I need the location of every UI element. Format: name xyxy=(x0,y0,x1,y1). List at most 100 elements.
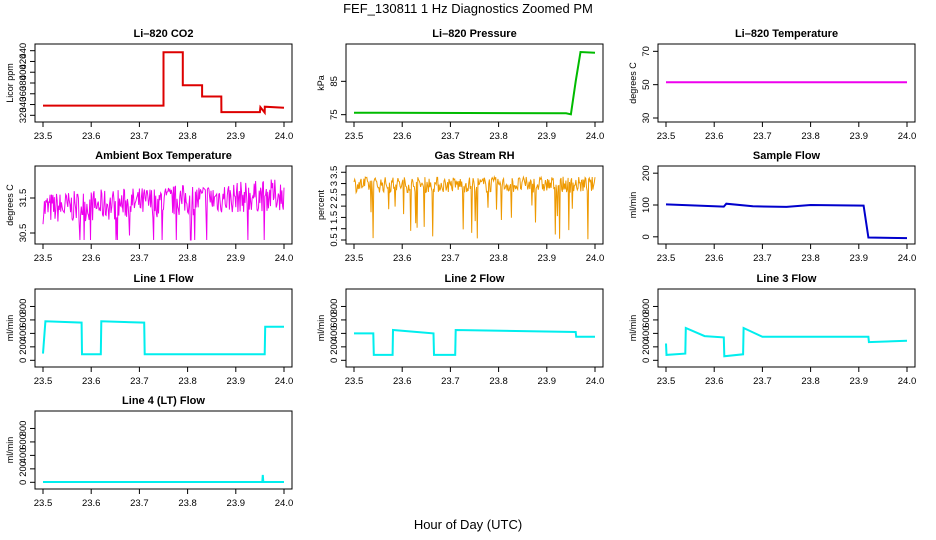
y-tick-label: 85 xyxy=(329,76,340,87)
y-tick-label: 30.5 xyxy=(18,224,29,243)
panel-10: Line 4 (LT) Flow 23.5 23.6 23.7 23.8 23.9 24.0… xyxy=(5,395,293,509)
y-tick-label: 100 xyxy=(641,197,652,213)
x-tick-label: 24.0 xyxy=(586,131,605,142)
y-tick-label: 30 xyxy=(641,113,652,124)
x-tick-label: 23.8 xyxy=(178,131,197,142)
panel-4: Ambient Box Temperature 23.5 23.6 23.7 23.8 2… xyxy=(5,150,293,264)
panel-title: Li–820 CO2 xyxy=(134,28,194,40)
x-tick-label: 23.7 xyxy=(441,376,460,387)
y-tick-label: 200 xyxy=(18,461,29,477)
y-tick-label: 31.5 xyxy=(18,189,29,208)
x-tick-label: 23.5 xyxy=(34,131,53,142)
x-tick-label: 23.9 xyxy=(227,376,246,387)
y-tick-label: 600 xyxy=(18,434,29,450)
panel-title: Sample Flow xyxy=(753,150,821,162)
y-tick-label: 3.5 xyxy=(329,166,340,179)
panel-1: Li–820 CO2 23.5 23.6 23.7 23.8 23.9 24.0 320340… xyxy=(5,28,293,142)
y-tick-label: 200 xyxy=(641,339,652,355)
x-tick-label: 23.7 xyxy=(753,376,772,387)
x-tick-label: 24.0 xyxy=(898,376,917,387)
y-tick-label: 800 xyxy=(329,299,340,315)
x-tick-label: 23.6 xyxy=(82,131,101,142)
x-tick-label: 24.0 xyxy=(275,131,294,142)
x-tick-label: 23.6 xyxy=(393,376,412,387)
y-tick-label: 0 xyxy=(18,358,29,363)
y-tick-label: 800 xyxy=(18,299,29,315)
x-tick-label: 23.7 xyxy=(130,253,149,264)
y-axis-label: degrees C xyxy=(5,184,15,226)
y-axis-label: percent xyxy=(316,189,326,220)
y-tick-label: 400 xyxy=(18,447,29,463)
panel-title: Line 3 Flow xyxy=(757,273,817,285)
x-tick-label: 23.5 xyxy=(345,376,364,387)
x-tick-label: 23.6 xyxy=(82,376,101,387)
y-tick-label: 3 xyxy=(329,181,340,186)
series-line xyxy=(354,328,595,356)
y-tick-label: 1.5 xyxy=(329,211,340,224)
y-tick-label: 2.5 xyxy=(329,188,340,201)
plot-frame xyxy=(345,288,604,368)
x-tick-label: 23.9 xyxy=(227,131,246,142)
x-tick-label: 23.5 xyxy=(34,498,53,509)
series-line xyxy=(353,50,596,116)
y-tick-label: 800 xyxy=(641,299,652,315)
x-tick-label: 23.5 xyxy=(657,131,676,142)
x-tick-label: 23.9 xyxy=(538,131,557,142)
x-tick-label: 23.5 xyxy=(34,376,53,387)
y-tick-label: 0 xyxy=(641,234,652,239)
x-tick-label: 23.7 xyxy=(130,131,149,142)
y-axis-label: ml/min xyxy=(5,315,15,342)
x-tick-label: 23.9 xyxy=(227,253,246,264)
panel-title: Line 4 (LT) Flow xyxy=(122,395,205,407)
panel-6: Sample Flow 23.5 23.6 23.7 23.8 23.9 24.0 0 100 2… xyxy=(628,150,916,264)
plot-frame xyxy=(657,288,916,368)
y-tick-label: 400 xyxy=(641,325,652,341)
x-tick-label: 23.5 xyxy=(657,376,676,387)
y-tick-label: 75 xyxy=(329,109,340,120)
panel-7: Line 1 Flow 23.5 23.6 23.7 23.8 23.9 24.0 0 2004… xyxy=(5,273,293,387)
panel-3: Li–820 Temperature 23.5 23.6 23.7 23.8 23.9 24… xyxy=(628,28,916,142)
x-tick-label: 23.5 xyxy=(345,131,364,142)
plot-frame xyxy=(34,165,293,245)
y-axis-label: ml/min xyxy=(628,192,638,219)
y-tick-label: 320 xyxy=(18,107,29,123)
x-tick-label: 23.6 xyxy=(82,253,101,264)
y-tick-label: 600 xyxy=(641,312,652,328)
x-tick-label: 23.6 xyxy=(705,376,724,387)
x-tick-label: 24.0 xyxy=(898,253,917,264)
x-tick-label: 23.5 xyxy=(34,253,53,264)
y-tick-label: 200 xyxy=(641,165,652,181)
x-tick-label: 23.6 xyxy=(705,131,724,142)
y-tick-label: 70 xyxy=(641,46,652,57)
x-tick-label: 23.9 xyxy=(538,253,557,264)
panel-title: Line 1 Flow xyxy=(134,273,194,285)
series-line xyxy=(665,326,908,358)
panel-8: Line 2 Flow 23.5 23.6 23.7 23.8 23.9 24.0 0 2004… xyxy=(316,273,604,387)
panel-title: Line 2 Flow xyxy=(445,273,505,285)
x-tick-label: 23.8 xyxy=(801,131,820,142)
x-tick-label: 23.5 xyxy=(345,253,364,264)
x-tick-label: 24.0 xyxy=(586,253,605,264)
series-line xyxy=(353,174,596,240)
series-line xyxy=(43,474,284,483)
y-tick-label: 400 xyxy=(329,325,340,341)
x-tick-label: 23.7 xyxy=(130,498,149,509)
plot-frame xyxy=(345,43,604,123)
y-tick-label: 0 xyxy=(329,358,340,363)
y-tick-label: 400 xyxy=(18,64,29,80)
y-tick-label: 600 xyxy=(329,312,340,328)
y-tick-label: 440 xyxy=(18,43,29,59)
x-tick-label: 23.8 xyxy=(178,498,197,509)
x-tick-label: 23.8 xyxy=(178,376,197,387)
y-tick-label: 200 xyxy=(329,339,340,355)
y-tick-label: 2 xyxy=(329,203,340,208)
x-tick-label: 23.8 xyxy=(801,376,820,387)
x-tick-label: 23.8 xyxy=(489,131,508,142)
y-tick-label: 360 xyxy=(18,86,29,102)
x-tick-label: 23.7 xyxy=(753,253,772,264)
x-tick-label: 24.0 xyxy=(586,376,605,387)
x-tick-label: 23.8 xyxy=(801,253,820,264)
x-tick-label: 23.9 xyxy=(538,376,557,387)
x-tick-label: 23.7 xyxy=(441,131,460,142)
